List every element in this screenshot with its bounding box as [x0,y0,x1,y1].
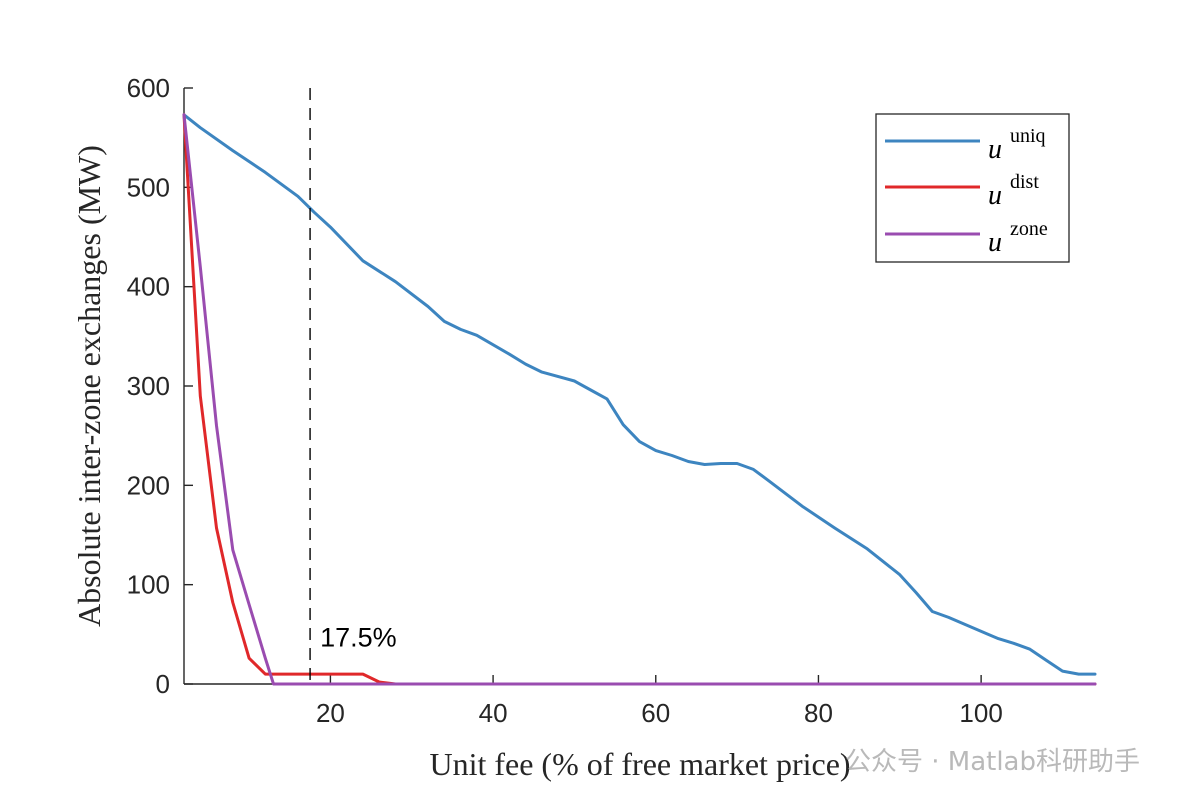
y-tick-label: 500 [127,172,170,202]
y-tick-label: 200 [127,470,170,500]
watermark-text: 公众号 · Matlab科研助手 [845,747,1140,777]
y-tick-label: 100 [127,570,170,600]
legend-entry-zone: u zone [885,218,1048,258]
legend-entry-dist: u dist [885,171,1039,211]
legend-label-uniq: uniq [1010,125,1046,147]
legend-symbol: u [988,134,1002,165]
y-tick-label: 600 [127,73,170,103]
x-tick-label: 60 [641,698,670,728]
legend-symbol: u [988,227,1002,258]
x-axis-title: Unit fee (% of free market price) [429,746,850,782]
legend-entry-uniq: u uniq [885,125,1046,165]
series-line-zone [182,113,1097,686]
y-tick-label: 0 [156,669,170,699]
vline-label: 17.5% [320,622,397,652]
legend: u uniq u dist u zone [875,113,1070,263]
y-tick-label: 300 [127,371,170,401]
series-layer [182,113,1097,686]
x-tick-label: 100 [959,698,1002,728]
legend-label-zone: zone [1010,218,1048,240]
legend-symbol: u [988,180,1002,211]
x-tick-label: 40 [479,698,508,728]
axes: 20 40 60 80 100 0 100 200 300 400 500 600 [127,73,1095,728]
series-line-uniq [182,113,1097,676]
x-tick-label: 80 [804,698,833,728]
y-axis-title: Absolute inter-zone exchanges (MW) [71,145,107,627]
x-tick-label: 20 [316,698,345,728]
legend-label-dist: dist [1010,171,1039,193]
y-tick-label: 400 [127,272,170,302]
